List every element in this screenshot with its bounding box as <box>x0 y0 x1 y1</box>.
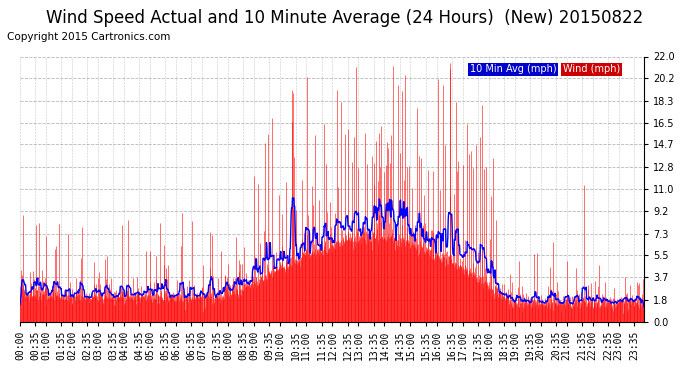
Text: 10 Min Avg (mph): 10 Min Avg (mph) <box>469 64 556 75</box>
Text: Wind (mph): Wind (mph) <box>563 64 620 75</box>
Text: Wind Speed Actual and 10 Minute Average (24 Hours)  (New) 20150822: Wind Speed Actual and 10 Minute Average … <box>46 9 644 27</box>
Text: Copyright 2015 Cartronics.com: Copyright 2015 Cartronics.com <box>7 32 170 42</box>
